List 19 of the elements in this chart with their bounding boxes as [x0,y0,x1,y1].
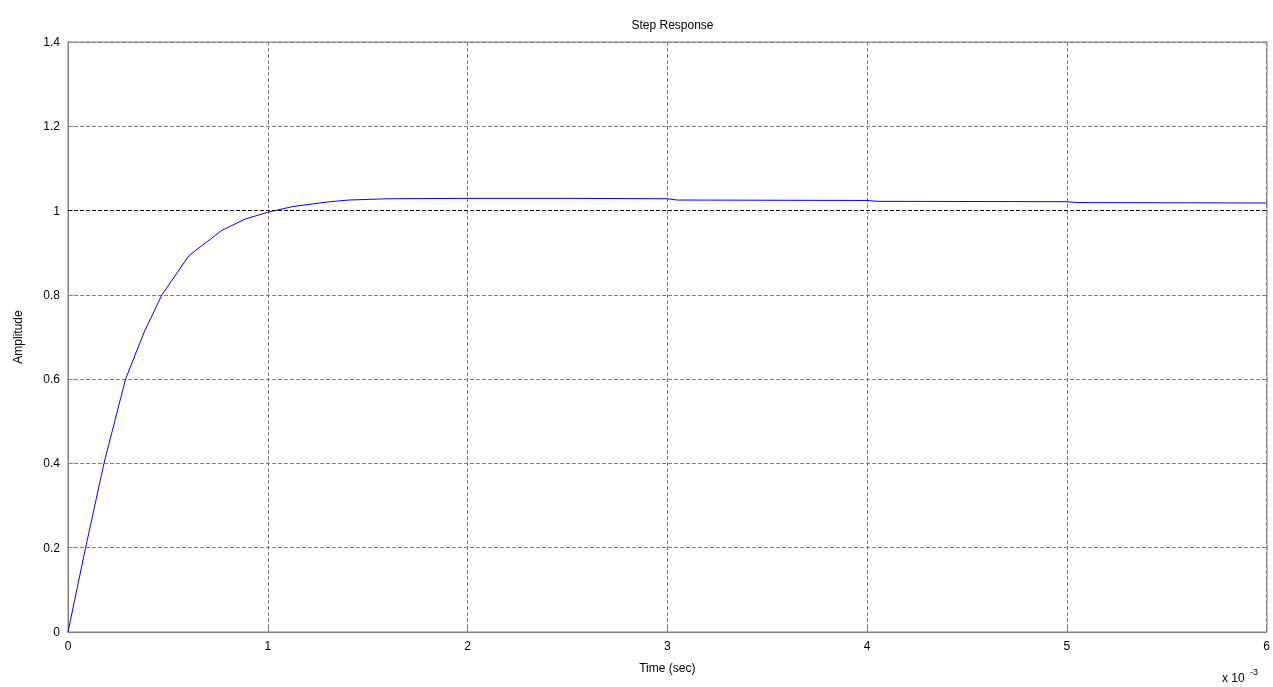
y-tick-label: 0 [53,625,61,639]
y-axis-title: Amplitude [11,310,25,364]
x-tick-label: 0 [64,639,72,653]
y-tick-label: 0.4 [43,456,61,471]
y-tick-label: 1 [53,203,61,218]
y-tick-label: 0.8 [43,287,61,302]
y-tick-label: 1.2 [43,119,61,134]
y-tick-label: 0.6 [43,372,61,387]
x-tick-label: 1 [264,639,272,653]
x-axis-title: Time (sec) [639,661,696,675]
x-tick-label: 2 [464,639,472,653]
x-tick-label: 4 [863,639,871,653]
x-tick-label: 3 [663,639,671,653]
text: x 10-3 [1222,666,1259,685]
y-tick-label: 0.2 [43,540,61,555]
chart-title: Step Response [631,18,714,32]
x-tick-label: 6 [1263,639,1271,653]
x-tick-label: 5 [1063,639,1071,653]
y-tick-label: 1.4 [43,35,61,49]
